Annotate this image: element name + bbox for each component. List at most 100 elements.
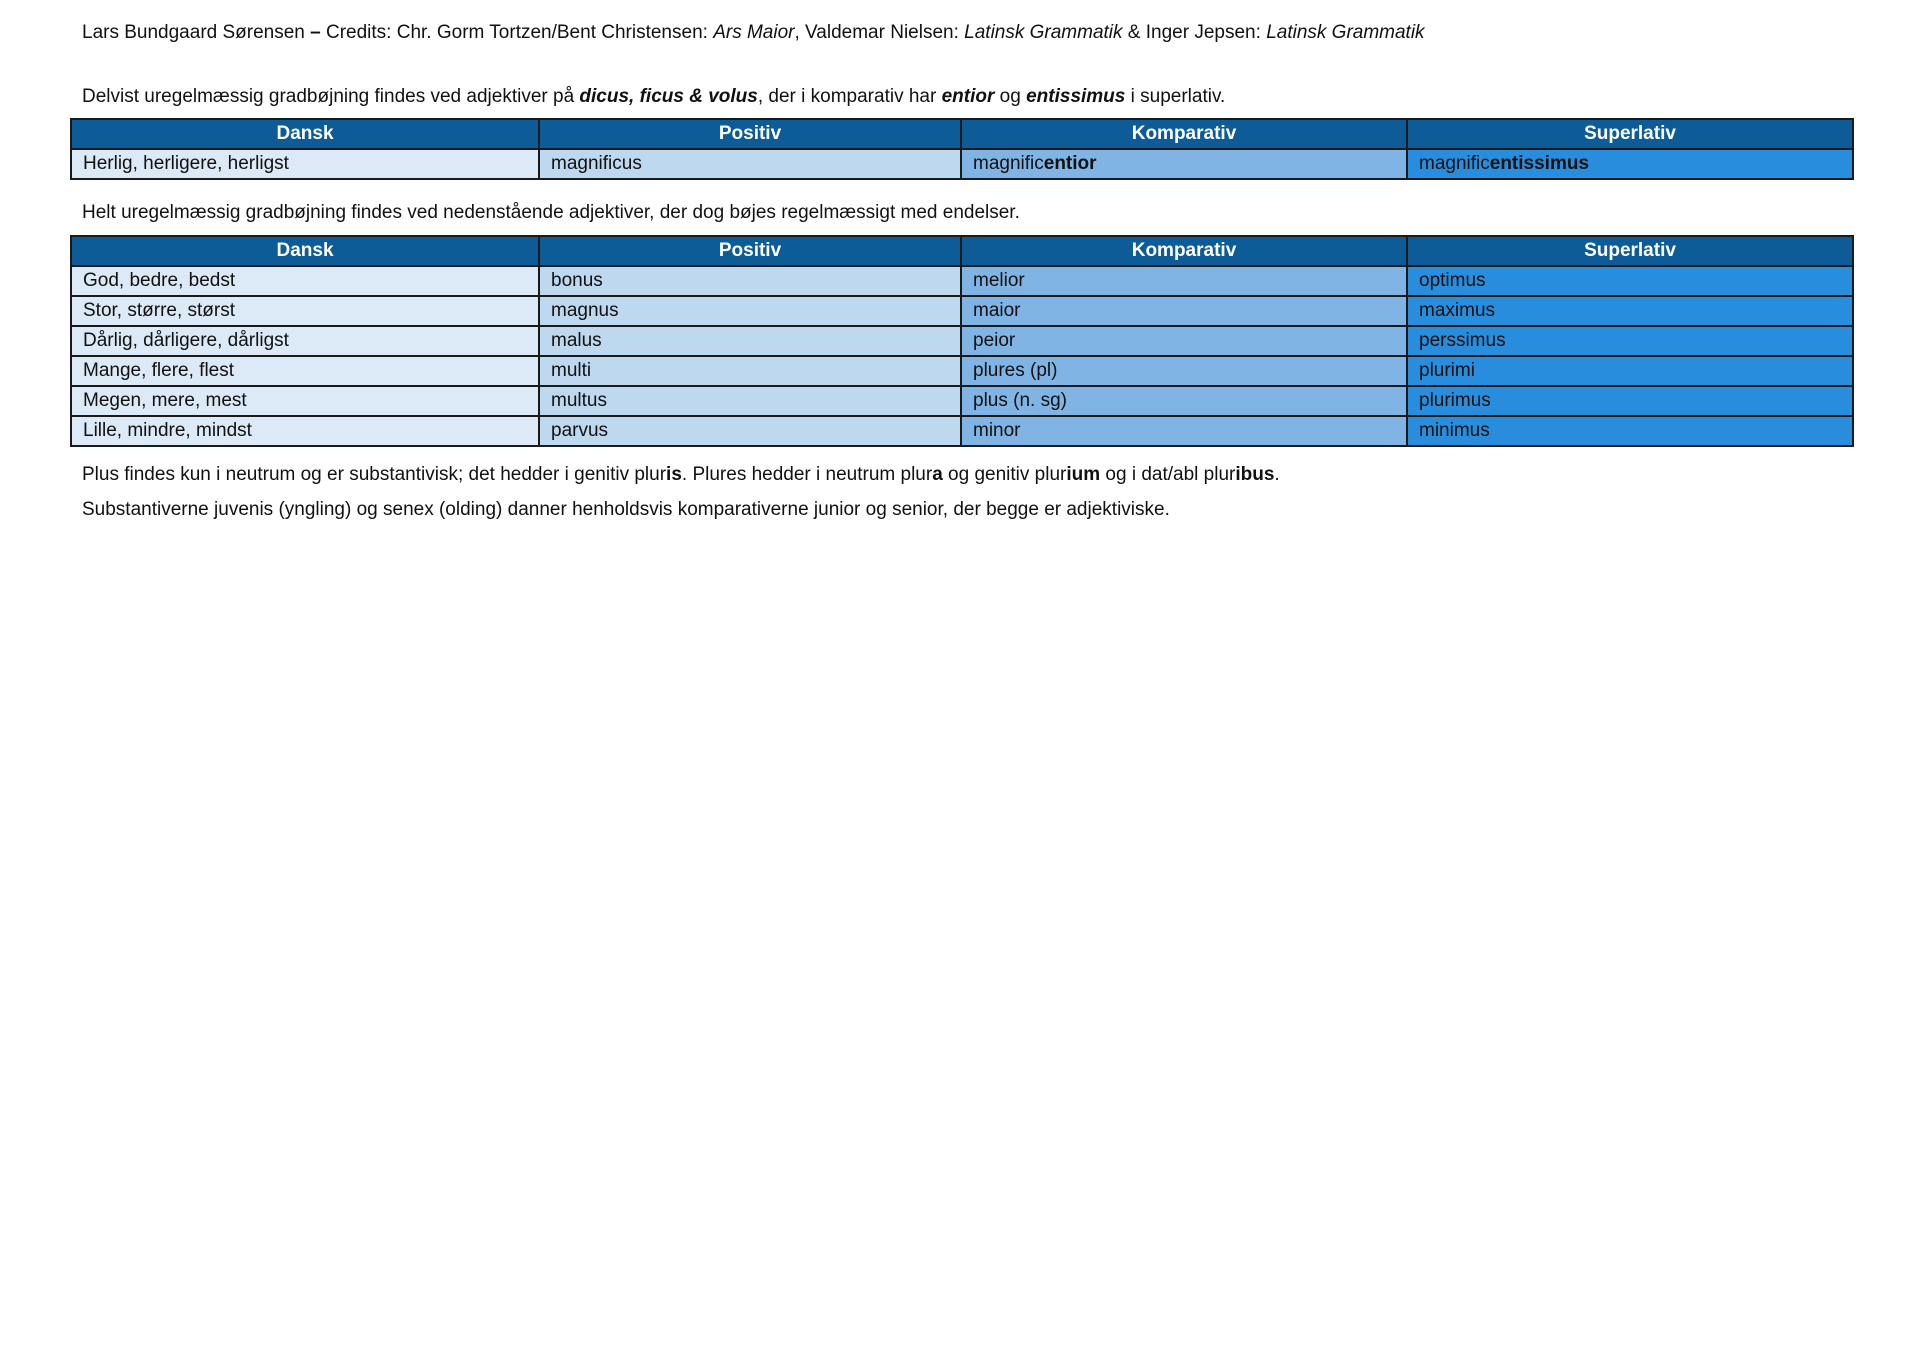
cell-superlativ: minimus xyxy=(1406,415,1854,447)
text-segment: Helt uregelmæssig gradbøjning findes ved… xyxy=(82,202,1020,223)
cell-superlativ: perssimus xyxy=(1406,325,1854,357)
text-segment: Stor, større, størst xyxy=(83,300,236,321)
cell-positiv: malus xyxy=(538,325,962,357)
text-segment: magnificus xyxy=(551,153,642,174)
emphasized-text: entissimus xyxy=(1489,153,1590,174)
cell-positiv: bonus xyxy=(538,265,962,297)
table-row: God, bedre, bedst bonus melior optimus xyxy=(70,265,1854,297)
emphasized-text: Latinsk Grammatik xyxy=(1266,22,1425,43)
note-juvenis-senex: Substantiverne juvenis (yngling) og sene… xyxy=(82,499,1170,521)
text-segment: Lars Bundgaard Sørensen xyxy=(82,22,311,43)
text-segment: multi xyxy=(551,360,592,381)
cell-superlativ: maximus xyxy=(1406,295,1854,327)
emphasized-text: is xyxy=(666,464,682,485)
header-komparativ: Komparativ xyxy=(960,235,1408,267)
text-segment: God, bedre, bedst xyxy=(83,270,236,291)
text-segment: og xyxy=(994,86,1027,107)
emphasized-text: ium xyxy=(1066,464,1101,485)
cell-komparativ: melior xyxy=(960,265,1408,297)
header-dansk: Dansk xyxy=(70,118,540,150)
text-segment: Delvist uregelmæssig gradbøjning findes … xyxy=(82,86,580,107)
text-segment: minor xyxy=(973,420,1021,441)
note-plus: Plus findes kun i neutrum og er substant… xyxy=(82,464,1280,486)
cell-positiv: multus xyxy=(538,385,962,417)
text-segment: optimus xyxy=(1419,270,1486,291)
text-segment: magnus xyxy=(551,300,619,321)
cell-dansk: Megen, mere, mest xyxy=(70,385,540,417)
intro-partial-irregular: Delvist uregelmæssig gradbøjning findes … xyxy=(82,86,1225,108)
text-segment: malus xyxy=(551,330,602,351)
cell-komparativ: magnificentior xyxy=(960,148,1408,180)
text-segment: magnific xyxy=(1419,153,1490,174)
cell-komparativ: plus (n. sg) xyxy=(960,385,1408,417)
emphasized-text: ibus xyxy=(1235,464,1275,485)
text-segment: bonus xyxy=(551,270,603,291)
table-partial-irregular: Dansk Positiv Komparativ Superlativ Herl… xyxy=(70,118,1854,180)
text-segment: , der i komparativ har xyxy=(757,86,942,107)
cell-positiv: multi xyxy=(538,355,962,387)
table-row: Stor, større, størst magnus maior maximus xyxy=(70,295,1854,327)
table-row: Herlig, herligere, herligst magnificus mag… xyxy=(70,148,1854,180)
text-segment: & Inger Jepsen: xyxy=(1122,22,1267,43)
cell-superlativ: optimus xyxy=(1406,265,1854,297)
cell-superlativ: magnificentissimus xyxy=(1406,148,1854,180)
cell-dansk: Mange, flere, flest xyxy=(70,355,540,387)
cell-dansk: Lille, mindre, mindst xyxy=(70,415,540,447)
intro-fully-irregular: Helt uregelmæssig gradbøjning findes ved… xyxy=(82,202,1020,224)
text-segment: maior xyxy=(973,300,1021,321)
header-superlativ: Superlativ xyxy=(1406,118,1854,150)
text-segment: i superlativ. xyxy=(1125,86,1226,107)
text-segment: maximus xyxy=(1419,300,1496,321)
cell-superlativ: plurimi xyxy=(1406,355,1854,387)
table-row: Lille, mindre, mindst parvus minor minimus xyxy=(70,415,1854,447)
table-row: Dårlig, dårligere, dårligst malus peior per… xyxy=(70,325,1854,357)
header-dansk: Dansk xyxy=(70,235,540,267)
cell-dansk: God, bedre, bedst xyxy=(70,265,540,297)
text-segment: plurimus xyxy=(1419,390,1491,411)
text-segment: og i dat/abl plur xyxy=(1100,464,1236,485)
text-segment: perssimus xyxy=(1419,330,1506,351)
text-segment: . xyxy=(1274,464,1280,485)
emphasized-text: Ars Maior xyxy=(713,22,795,43)
emphasized-text: a xyxy=(932,464,943,485)
emphasized-text: – xyxy=(310,22,321,43)
header-superlativ: Superlativ xyxy=(1406,235,1854,267)
cell-komparativ: peior xyxy=(960,325,1408,357)
text-segment: . Plures hedder i neutrum plur xyxy=(681,464,933,485)
text-segment: Plus findes kun i neutrum og er substant… xyxy=(82,464,667,485)
text-segment: Lille, mindre, mindst xyxy=(83,420,252,441)
table-header-row: Dansk Positiv Komparativ Superlativ xyxy=(70,118,1854,150)
cell-positiv: magnificus xyxy=(538,148,962,180)
text-segment: og genitiv plur xyxy=(942,464,1067,485)
text-segment: Mange, flere, flest xyxy=(83,360,235,381)
emphasized-text: entissimus xyxy=(1026,86,1126,107)
cell-komparativ: maior xyxy=(960,295,1408,327)
text-segment: magnific xyxy=(973,153,1044,174)
table-row: Mange, flere, flest multi plures (pl) pluri… xyxy=(70,355,1854,387)
text-segment: parvus xyxy=(551,420,609,441)
text-segment: , Valdemar Nielsen: xyxy=(794,22,965,43)
cell-superlativ: plurimus xyxy=(1406,385,1854,417)
emphasized-text: entior xyxy=(1043,153,1097,174)
table-row: Megen, mere, mest multus plus (n. sg) pluri… xyxy=(70,385,1854,417)
cell-komparativ: plures (pl) xyxy=(960,355,1408,387)
text-segment: Credits: Chr. Gorm Tortzen/Bent Christen… xyxy=(320,22,714,43)
header-komparativ: Komparativ xyxy=(960,118,1408,150)
text-segment: Substantiverne juvenis (yngling) og sene… xyxy=(82,499,1170,520)
cell-komparativ: minor xyxy=(960,415,1408,447)
cell-dansk: Stor, større, størst xyxy=(70,295,540,327)
cell-dansk: Herlig, herligere, herligst xyxy=(70,148,540,180)
emphasized-text: Latinsk Grammatik xyxy=(964,22,1123,43)
text-segment: Megen, mere, mest xyxy=(83,390,247,411)
text-segment: Herlig, herligere, herligst xyxy=(83,153,289,174)
text-segment: minimus xyxy=(1419,420,1490,441)
text-segment: peior xyxy=(973,330,1016,351)
text-segment: Dårlig, dårligere, dårligst xyxy=(83,330,289,351)
cell-positiv: magnus xyxy=(538,295,962,327)
emphasized-text: entior xyxy=(941,86,995,107)
text-segment: plures (pl) xyxy=(973,360,1058,381)
cell-dansk: Dårlig, dårligere, dårligst xyxy=(70,325,540,357)
text-segment: melior xyxy=(973,270,1025,291)
table-header-row: Dansk Positiv Komparativ Superlativ xyxy=(70,235,1854,267)
credits-line: Lars Bundgaard Sørensen – Credits: Chr. … xyxy=(82,22,1425,44)
